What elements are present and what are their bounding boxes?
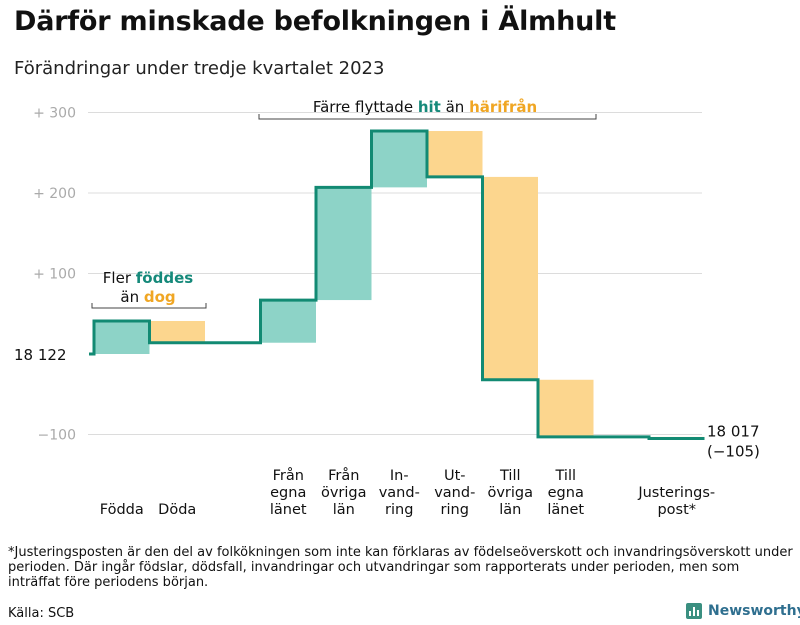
step-line-group [89, 129, 705, 441]
source-label: Källa: SCB [8, 606, 75, 621]
category-label: övriga [321, 485, 367, 501]
category-label: egna [548, 485, 584, 501]
waterfall-bar [149, 320, 205, 343]
brand-logo: Newsworthy [686, 603, 800, 619]
category-label: länet [270, 502, 307, 518]
category-label: Från [328, 467, 359, 484]
category-label: övriga [487, 485, 533, 501]
births-annotation-line1: Fler föddes [103, 269, 193, 287]
category-label: vand- [379, 485, 420, 501]
category-label: Ut- [444, 468, 466, 484]
y-tick-label: + 300 [33, 106, 76, 122]
category-label: ring [441, 502, 469, 518]
footnote: *Justeringsposten är den del av folkökni… [8, 545, 793, 590]
category-label: Till [555, 468, 577, 484]
category-label: Döda [158, 502, 196, 518]
category-label: ring [385, 502, 413, 518]
category-label: Till [499, 468, 521, 484]
end-value-label: 18 017 [707, 423, 760, 441]
migration-bracket [258, 114, 597, 120]
category-label: län [499, 502, 521, 518]
waterfall-bar [94, 320, 150, 354]
births-bracket [91, 303, 207, 309]
migration-annotation: Färre flyttade hit än härifrån [313, 98, 537, 116]
waterfall-bar [260, 300, 316, 343]
grid-lines [88, 112, 702, 435]
chart-title: Därför minskade befolkningen i Älmhult [14, 6, 616, 37]
waterfall-bar [316, 187, 372, 301]
chart-subtitle: Förändringar under tredje kvartalet 2023 [14, 58, 385, 79]
births-annotation-line2: än dog [120, 288, 175, 306]
category-label: vand- [434, 485, 475, 501]
waterfall-bar [538, 379, 594, 437]
category-label: Från [273, 467, 304, 484]
y-tick-label: + 200 [33, 186, 76, 202]
category-label: län [333, 502, 355, 518]
newsworthy-logo-icon [686, 603, 702, 619]
category-label: Födda [100, 502, 144, 518]
category-label: Justerings- [637, 485, 715, 501]
y-tick-label: −100 [38, 428, 76, 444]
start-value-label: 18 122 [14, 346, 67, 364]
waterfall-bar [371, 131, 427, 188]
category-label: post* [657, 502, 696, 518]
bars [94, 131, 705, 439]
end-change-label: (−105) [707, 443, 760, 461]
step-line [89, 129, 705, 441]
category-label: egna [270, 485, 306, 501]
waterfall-bar [482, 176, 538, 380]
category-label: länet [547, 502, 584, 518]
y-tick-label: + 100 [33, 267, 76, 283]
brand-name: Newsworthy [708, 603, 800, 619]
category-label: In- [390, 468, 409, 484]
waterfall-bar [427, 131, 483, 177]
